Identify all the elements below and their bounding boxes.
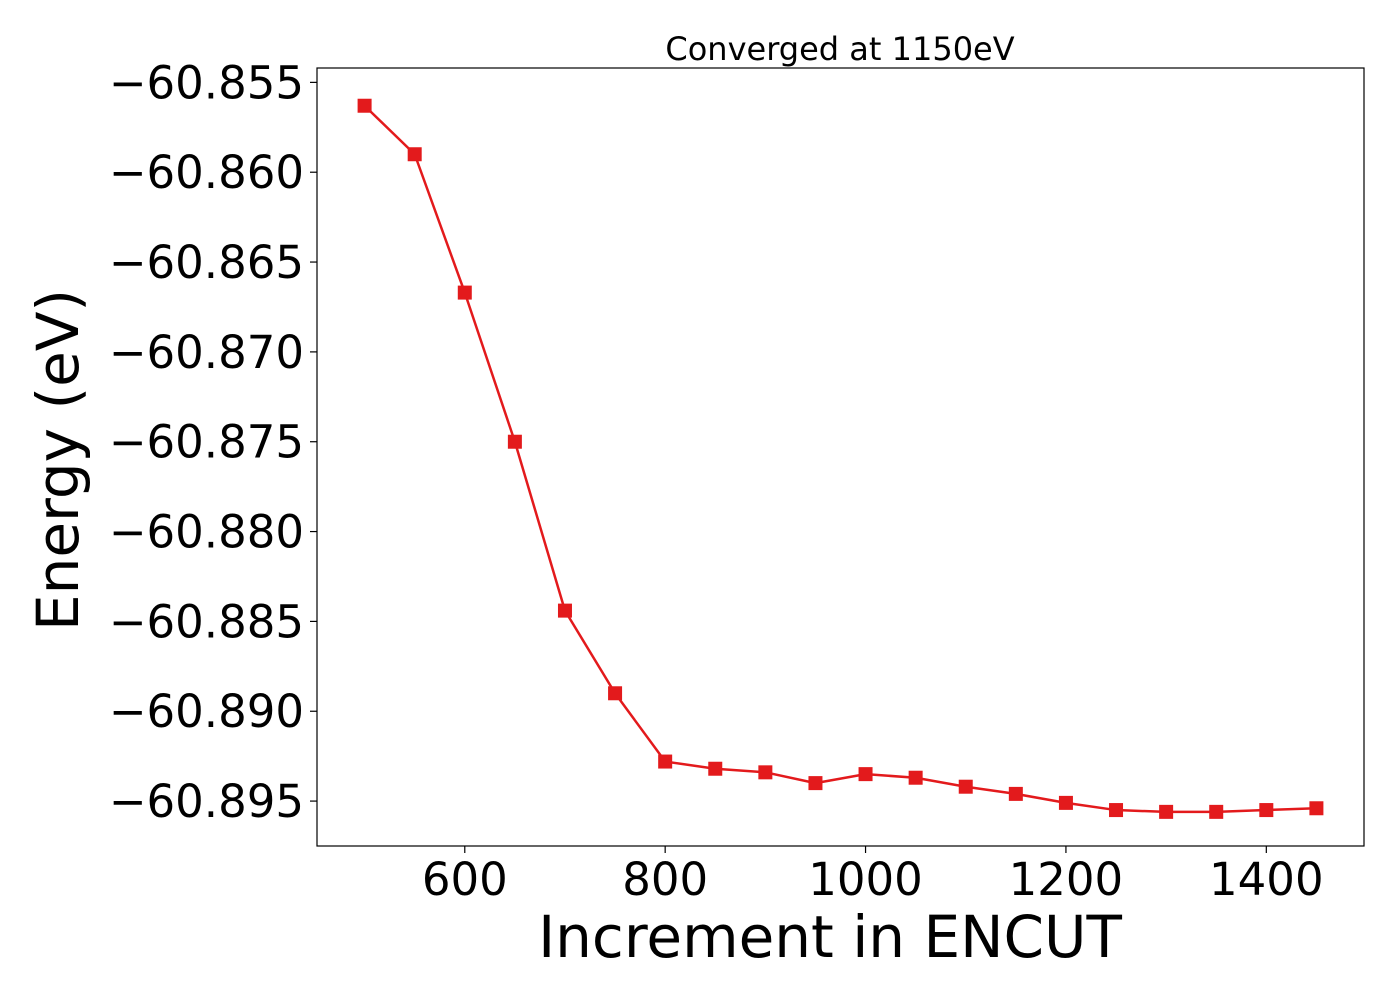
y-tick-label: −60.885	[109, 595, 304, 648]
y-axis-title: Energy (eV)	[24, 289, 92, 631]
data-point	[708, 761, 723, 776]
data-point	[557, 603, 572, 618]
data-point	[658, 754, 673, 769]
data-point	[357, 98, 372, 113]
data-point	[1109, 803, 1124, 818]
data-point	[1309, 801, 1324, 816]
y-axis-ticks: −60.855 −60.860 −60.865 −60.870 −60.875 −60.8…	[109, 56, 317, 828]
series-energy	[357, 98, 1324, 819]
data-point	[958, 779, 973, 794]
y-tick-label: −60.865	[109, 236, 304, 289]
y-tick-label: −60.875	[109, 416, 304, 469]
chart-title: Converged at 1150eV	[665, 30, 1014, 68]
y-tick-label: −60.890	[109, 685, 304, 738]
x-tick-label: 800	[622, 853, 708, 906]
data-point	[1008, 786, 1023, 801]
data-point	[407, 147, 422, 162]
data-point	[457, 285, 472, 300]
data-point	[1058, 795, 1073, 810]
y-tick-label: −60.895	[109, 775, 304, 828]
x-tick-label: 1000	[808, 853, 923, 906]
y-tick-label: −60.860	[109, 146, 304, 199]
data-point	[908, 770, 923, 785]
data-point	[608, 686, 623, 701]
data-point	[507, 434, 522, 449]
x-axis-title: Increment in ENCUT	[538, 903, 1122, 971]
x-tick-label: 600	[422, 853, 508, 906]
y-tick-label: −60.870	[109, 326, 304, 379]
data-point	[1259, 803, 1274, 818]
y-tick-label: −60.880	[109, 506, 304, 559]
data-point	[808, 776, 823, 791]
data-point	[758, 765, 773, 780]
data-point	[858, 767, 873, 782]
plot-frame	[316, 67, 1365, 847]
x-axis-ticks: 600 800 1000 1200 1400	[422, 846, 1324, 906]
data-point	[1209, 804, 1224, 819]
x-tick-label: 1400	[1209, 853, 1324, 906]
y-tick-label: −60.855	[109, 56, 304, 109]
series-line	[363, 104, 1317, 814]
data-point	[1159, 804, 1174, 819]
x-tick-label: 1200	[1009, 853, 1124, 906]
